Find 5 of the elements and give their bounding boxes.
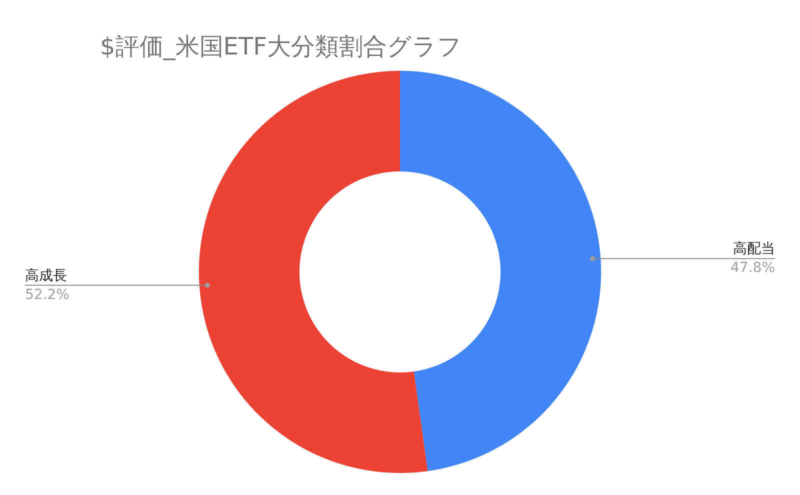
- data-label: 47.8%: [730, 260, 775, 276]
- slice-label: 高成長: [25, 268, 67, 284]
- data-label: 52.2%: [25, 286, 70, 303]
- slice-label: 高配当: [733, 241, 775, 258]
- chart-title: $評価_米国ETF大分類割合グラフ: [100, 32, 462, 61]
